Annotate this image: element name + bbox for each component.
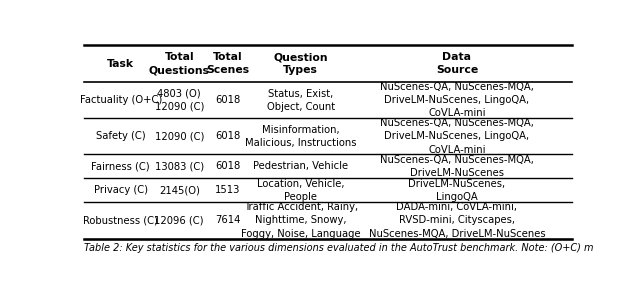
Text: NuScenes-QA, NuScenes-MQA,
DriveLM-NuScenes, LingoQA,
CoVLA-mini: NuScenes-QA, NuScenes-MQA, DriveLM-NuSce…: [380, 82, 534, 119]
Text: 1513: 1513: [215, 185, 241, 195]
Text: Total
Questions: Total Questions: [148, 52, 210, 75]
Text: DriveLM-NuScenes,
LingoQA: DriveLM-NuScenes, LingoQA: [408, 179, 506, 202]
Text: 12096 (C): 12096 (C): [154, 215, 204, 225]
Text: 6018: 6018: [215, 161, 241, 171]
Text: 13083 (C): 13083 (C): [155, 161, 204, 171]
Text: 7614: 7614: [215, 215, 241, 225]
Text: NuScenes-QA, NuScenes-MQA,
DriveLM-NuScenes: NuScenes-QA, NuScenes-MQA, DriveLM-NuSce…: [380, 155, 534, 178]
Text: 6018: 6018: [215, 131, 241, 141]
Text: Safety (C): Safety (C): [96, 131, 145, 141]
Text: 4803 (O)
12090 (C): 4803 (O) 12090 (C): [154, 89, 204, 112]
Text: Task: Task: [107, 59, 134, 69]
Text: 2145(O): 2145(O): [159, 185, 200, 195]
Text: Pedestrian, Vehicle: Pedestrian, Vehicle: [253, 161, 348, 171]
Text: Misinformation,
Malicious, Instructions: Misinformation, Malicious, Instructions: [245, 125, 356, 148]
Text: Robustness (C): Robustness (C): [83, 215, 158, 225]
Text: Factuality (O+C): Factuality (O+C): [79, 95, 162, 105]
Text: Fairness (C): Fairness (C): [92, 161, 150, 171]
Text: Question
Types: Question Types: [273, 52, 328, 75]
Text: Location, Vehicle,
People: Location, Vehicle, People: [257, 179, 344, 202]
Text: 12090 (C): 12090 (C): [154, 131, 204, 141]
Text: Status, Exist,
Object, Count: Status, Exist, Object, Count: [267, 89, 335, 112]
Text: Data
Source: Data Source: [436, 52, 478, 75]
Text: Total
Scenes: Total Scenes: [206, 52, 250, 75]
Text: Traffic Accident, Rainy,
Nighttime, Snowy,
Foggy, Noise, Language: Traffic Accident, Rainy, Nighttime, Snow…: [241, 202, 360, 239]
Text: Privacy (C): Privacy (C): [93, 185, 148, 195]
Text: 6018: 6018: [215, 95, 241, 105]
Text: NuScenes-QA, NuScenes-MQA,
DriveLM-NuScenes, LingoQA,
CoVLA-mini: NuScenes-QA, NuScenes-MQA, DriveLM-NuSce…: [380, 118, 534, 154]
Text: DADA-mini, CoVLA-mini,
RVSD-mini, Cityscapes,
NuScenes-MQA, DriveLM-NuScenes: DADA-mini, CoVLA-mini, RVSD-mini, Citysc…: [369, 202, 545, 239]
Text: Table 2: Key statistics for the various dimensions evaluated in the AutoTrust be: Table 2: Key statistics for the various …: [84, 243, 593, 253]
